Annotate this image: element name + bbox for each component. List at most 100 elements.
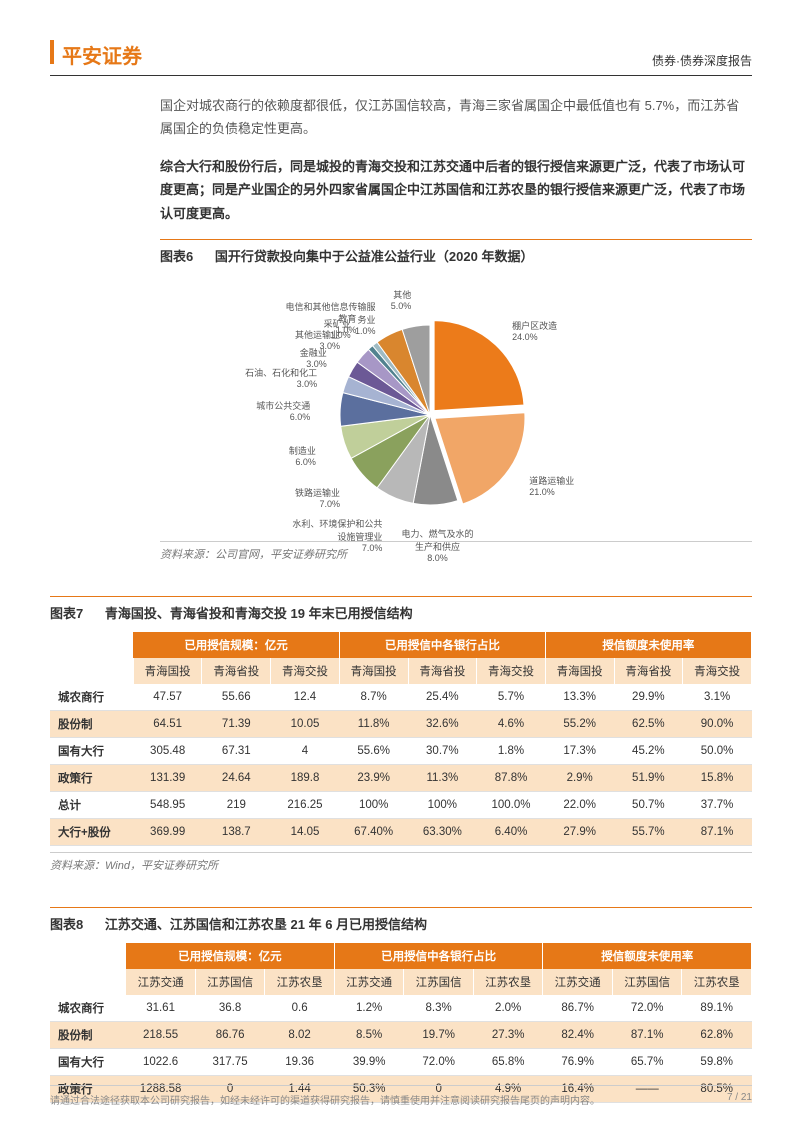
pie-label: 制造业6.0% (206, 444, 316, 467)
table-col-header: 江苏国信 (195, 969, 265, 995)
table-cell: 67.40% (339, 818, 408, 845)
table-group-header: 已用授信中各银行占比 (334, 943, 543, 969)
table-cell: 67.31 (202, 737, 271, 764)
table-row: 股份制218.5586.768.028.5%19.7%27.3%82.4%87.… (50, 1021, 752, 1048)
table-cell: 39.9% (334, 1048, 404, 1075)
table-cell: 72.0% (612, 995, 682, 1022)
table-cell: 51.9% (614, 764, 683, 791)
table-cell: 12.4 (271, 684, 340, 711)
table-cell: 87.8% (477, 764, 546, 791)
logo: 平安证券 (50, 40, 142, 69)
table-cell: 189.8 (271, 764, 340, 791)
table-cell: 4.6% (477, 710, 546, 737)
pie-label: 棚户区改造24.0% (512, 319, 622, 342)
table-cell: 216.25 (271, 791, 340, 818)
table-cell: 8.02 (265, 1021, 335, 1048)
pie-chart: 棚户区改造24.0%道路运输业21.0%电力、燃气及水的生产和供应8.0%水利、… (160, 275, 802, 535)
table-cell: 城农商行 (50, 995, 126, 1022)
table-cell: 548.95 (133, 791, 202, 818)
table-cell: 63.30% (408, 818, 477, 845)
table-cell: 37.7% (683, 791, 752, 818)
table-cell: 总计 (50, 791, 133, 818)
table-row: 城农商行47.5755.6612.48.7%25.4%5.7%13.3%29.9… (50, 684, 752, 711)
table-cell: 59.8% (682, 1048, 752, 1075)
table-cell: 2.9% (545, 764, 614, 791)
table-cell: 100% (408, 791, 477, 818)
pie-label: 铁路运输业7.0% (230, 486, 340, 509)
table-cell: 1.8% (477, 737, 546, 764)
page: 平安证券 债券·债券深度报告 国企对城农商行的依赖度都很低，仅江苏国信较高，青海… (0, 0, 802, 1133)
table-cell: 23.9% (339, 764, 408, 791)
table-group-header: 已用授信规模：亿元 (133, 632, 339, 658)
table-cell: 城农商行 (50, 684, 133, 711)
pie-svg (330, 315, 530, 515)
table-cell: 2.0% (473, 995, 543, 1022)
table-row: 国有大行1022.6317.7519.3639.9%72.0%65.8%76.9… (50, 1048, 752, 1075)
table-cell: 72.0% (404, 1048, 474, 1075)
table-cell: 369.99 (133, 818, 202, 845)
table-cell: 11.8% (339, 710, 408, 737)
page-footer: 请通过合法途径获取本公司研究报告，如经未经许可的渠道获得研究报告，请慎重使用并注… (50, 1085, 752, 1107)
table-corner (50, 943, 126, 969)
table-cell: 19.36 (265, 1048, 335, 1075)
table-cell: 17.3% (545, 737, 614, 764)
table-cell: 8.5% (334, 1021, 404, 1048)
table-cell: 25.4% (408, 684, 477, 711)
table-cell: 27.3% (473, 1021, 543, 1048)
table-cell: 31.61 (126, 995, 196, 1022)
table-col-header: 青海国投 (545, 658, 614, 684)
table-col-header: 江苏农垦 (265, 969, 335, 995)
pie-label: 其他5.0% (301, 288, 411, 311)
table-cell: 国有大行 (50, 737, 133, 764)
table-col-header: 江苏农垦 (682, 969, 752, 995)
pie-label: 城市公共交通6.0% (200, 399, 310, 422)
table-cell: 89.1% (682, 995, 752, 1022)
pie-label: 水利、环境保护和公共设施管理业7.0% (272, 517, 382, 553)
table-cell: 27.9% (545, 818, 614, 845)
table-cell: 55.6% (339, 737, 408, 764)
table8-title: 图表8 江苏交通、江苏国信和江苏农垦 21 年 6 月已用授信结构 (50, 907, 752, 933)
table-col-header (50, 969, 126, 995)
table-cell: 大行+股份 (50, 818, 133, 845)
table-cell: 3.1% (683, 684, 752, 711)
paragraph-2: 综合大行和股份行后，同是城投的青海交投和江苏交通中后者的银行授信来源更广泛，代表… (160, 155, 752, 225)
table-cell: 15.8% (683, 764, 752, 791)
table-col-header: 江苏国信 (612, 969, 682, 995)
table-col-header: 青海省投 (614, 658, 683, 684)
table-cell: 19.7% (404, 1021, 474, 1048)
table-col-header: 江苏国信 (404, 969, 474, 995)
table-cell: 100.0% (477, 791, 546, 818)
table-cell: 131.39 (133, 764, 202, 791)
table-cell: 55.2% (545, 710, 614, 737)
table7-source: 资料来源：Wind，平安证券研究所 (50, 852, 752, 873)
table-cell: 87.1% (683, 818, 752, 845)
doc-type: 债券·债券深度报告 (652, 52, 752, 69)
table-col-header: 青海交投 (271, 658, 340, 684)
table-col-header: 江苏农垦 (473, 969, 543, 995)
table-cell: 22.0% (545, 791, 614, 818)
table8-title-text: 江苏交通、江苏国信和江苏农垦 21 年 6 月已用授信结构 (105, 917, 427, 932)
table-cell: 13.3% (545, 684, 614, 711)
table-cell: 62.5% (614, 710, 683, 737)
table-col-header: 江苏交通 (334, 969, 404, 995)
paragraph-1: 国企对城农商行的依赖度都很低，仅江苏国信较高，青海三家省属国企中最低值也有 5.… (160, 94, 752, 141)
table-cell: 国有大行 (50, 1048, 126, 1075)
table-cell: 5.7% (477, 684, 546, 711)
table-cell: 11.3% (408, 764, 477, 791)
footer-page: 7 / 21 (727, 1092, 752, 1107)
table-col-header: 青海交投 (477, 658, 546, 684)
footer-disclaimer: 请通过合法途径获取本公司研究报告，如经未经许可的渠道获得研究报告，请慎重使用并注… (50, 1092, 600, 1107)
table-cell: 55.7% (614, 818, 683, 845)
table-cell: 305.48 (133, 737, 202, 764)
table-cell: 90.0% (683, 710, 752, 737)
table-cell: 6.40% (477, 818, 546, 845)
table-cell: 10.05 (271, 710, 340, 737)
pie-label: 石油、石化和化工3.0% (207, 366, 317, 389)
table7-prefix: 图表7 (50, 606, 83, 621)
table-cell: 24.64 (202, 764, 271, 791)
table-cell: 62.8% (682, 1021, 752, 1048)
table-cell: 65.8% (473, 1048, 543, 1075)
table-cell: 65.7% (612, 1048, 682, 1075)
table-cell: 14.05 (271, 818, 340, 845)
table-cell: 1.2% (334, 995, 404, 1022)
